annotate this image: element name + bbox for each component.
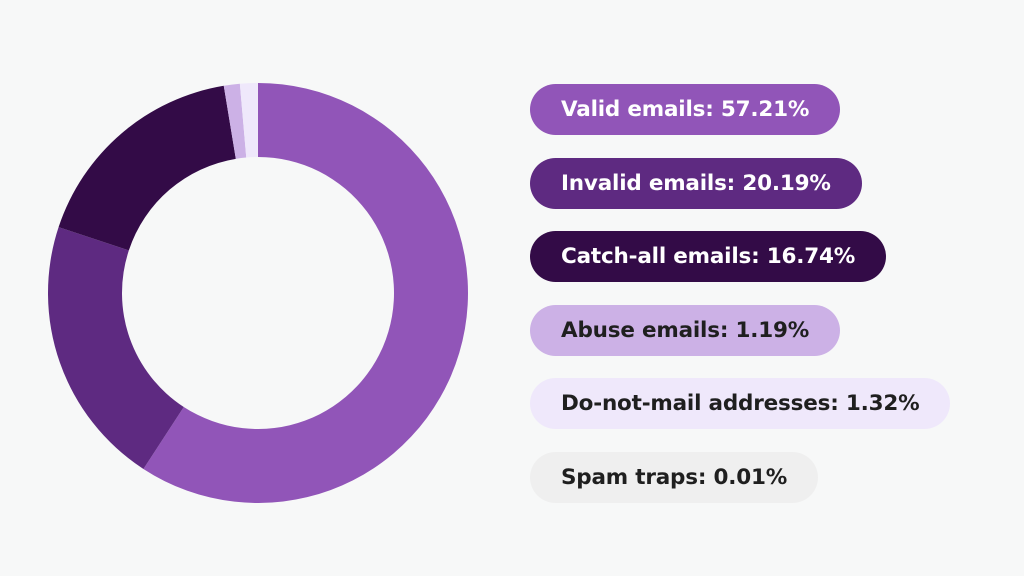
legend-item-5: Spam traps: 0.01% xyxy=(530,451,819,503)
legend-item-1: Invalid emails: 20.19% xyxy=(530,157,862,209)
donut-slice-0 xyxy=(143,83,468,503)
donut-slice-3 xyxy=(223,83,247,159)
chart-legend: Valid emails: 57.21% Invalid emails: 20.1… xyxy=(530,84,951,525)
legend-item-4: Do-not-mail addresses: 1.32% xyxy=(530,378,951,429)
legend-label-0: Valid emails: 57.21% xyxy=(561,97,810,122)
legend-label-1: Invalid emails: 20.19% xyxy=(561,170,831,196)
legend-label-3: Abuse emails: 1.19% xyxy=(561,317,810,343)
donut-slice-2 xyxy=(58,85,236,251)
donut-slices xyxy=(47,83,468,503)
legend-item-2: Catch-all emails: 16.74% xyxy=(530,231,887,282)
legend-item-0: Valid emails: 57.21% xyxy=(530,84,841,135)
legend-label-4: Do-not-mail addresses: 1.32% xyxy=(561,391,920,416)
legend-label-2: Catch-all emails: 16.74% xyxy=(561,244,856,269)
donut-chart xyxy=(47,83,468,503)
legend-item-3: Abuse emails: 1.19% xyxy=(530,304,841,356)
donut-slice-4 xyxy=(239,83,258,158)
donut-slice-1 xyxy=(47,227,184,469)
legend-label-5: Spam traps: 0.01% xyxy=(561,464,788,490)
